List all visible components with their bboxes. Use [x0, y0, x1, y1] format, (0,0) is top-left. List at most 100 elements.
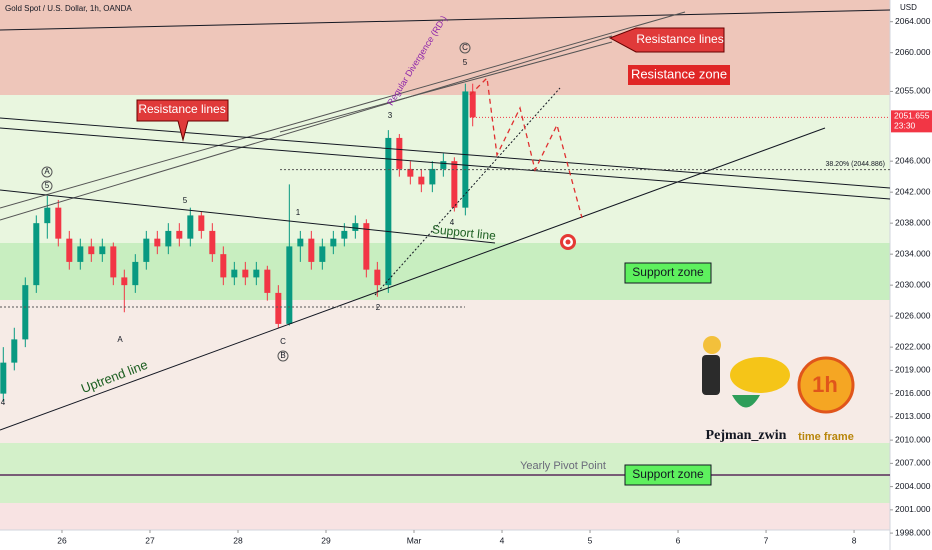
callout — [136, 99, 229, 142]
wave-circle — [277, 350, 289, 362]
candle-body — [154, 238, 161, 247]
candle-body — [275, 292, 282, 324]
candle-body — [33, 223, 40, 286]
trend-line — [0, 35, 613, 221]
resistance-line — [0, 117, 891, 189]
candle-body — [88, 246, 95, 255]
resistance-zone-band — [0, 0, 890, 95]
candle-body — [396, 137, 403, 169]
candle-body — [187, 215, 194, 239]
candle-body — [55, 207, 62, 239]
candle-body — [0, 362, 7, 394]
x-tick-label: 7 — [764, 535, 769, 545]
candle-body — [143, 238, 150, 262]
y-tick-label: 2004.000 — [895, 481, 931, 491]
x-tick-label: 8 — [852, 535, 857, 545]
waves: A 5 5 A C B 1 2 3 4 5 C 4 — [1, 42, 471, 407]
zone-label: Resistance zone — [631, 66, 727, 81]
candle-body — [110, 246, 117, 278]
wave-label: 4 — [1, 398, 6, 407]
y-tick-label: 1998.000 — [895, 527, 931, 537]
projection — [469, 76, 583, 219]
y-tick-label: 2042.000 — [895, 186, 931, 196]
zone-label: Support zone — [632, 265, 704, 279]
x-tick-label: 27 — [145, 535, 155, 545]
zone-label-box — [624, 464, 712, 486]
y-tick-label: 2055.000 — [895, 86, 931, 96]
candles — [0, 83, 476, 402]
zone-label-box — [624, 262, 712, 284]
y-tick-label: 2030.000 — [895, 279, 931, 289]
logo-badge — [797, 356, 855, 414]
time-axis — [0, 530, 890, 550]
zone-label: Support zone — [632, 467, 704, 481]
wave-label: 1 — [296, 208, 301, 217]
resistance-line — [0, 127, 891, 200]
candle-body — [198, 215, 205, 231]
y-tick-label: 2010.000 — [895, 434, 931, 444]
wave-label: 2 — [376, 303, 381, 312]
logo-badge-text: 1h — [812, 372, 838, 397]
x-tick-label: Mar — [407, 535, 422, 545]
zone-label-box — [628, 65, 730, 85]
lower-band — [0, 503, 890, 530]
wave-label: C — [280, 337, 286, 346]
author: Pejman_zwin — [706, 428, 787, 443]
x-tick-label: 26 — [57, 535, 67, 545]
wave-label: C — [462, 43, 468, 52]
wave-circle — [459, 42, 471, 54]
candle-body — [44, 207, 51, 224]
drawings — [0, 9, 891, 476]
candle-body — [451, 161, 458, 208]
fib-label: 38.20% (2044.886) — [825, 161, 885, 168]
trend-line — [0, 11, 686, 209]
x-tick-label: 28 — [233, 535, 243, 545]
neutral-band — [0, 95, 890, 243]
pivot-label: Yearly Pivot Point — [520, 460, 606, 472]
y-tick-label: 2022.000 — [895, 341, 931, 351]
wave-label: 5 — [45, 181, 50, 190]
candle-body — [66, 238, 73, 262]
x-tick-label: 6 — [676, 535, 681, 545]
candle-body — [440, 161, 447, 169]
candle-body — [242, 269, 249, 278]
wave-label: B — [280, 351, 285, 360]
candle-body — [341, 230, 348, 239]
support-line-label: Support line — [431, 222, 496, 243]
candle-body — [99, 246, 106, 255]
wave-circle — [41, 180, 53, 192]
logo-head — [703, 336, 721, 354]
callout-text: Resistance lines — [138, 102, 225, 116]
logo-body — [702, 355, 720, 395]
y-tick-label: 2016.000 — [895, 388, 931, 398]
candle-body — [286, 246, 293, 324]
y-tick-label: 2034.000 — [895, 248, 931, 258]
candle-body — [231, 269, 238, 278]
logo-gold — [730, 357, 790, 393]
y-tick-label: 2013.000 — [895, 411, 931, 421]
y-tick-label: 2001.000 — [895, 504, 931, 514]
candle-body — [330, 238, 337, 247]
chart-title: Gold Spot / U.S. Dollar, 1h, OANDA — [5, 4, 132, 13]
candle-body — [132, 261, 139, 286]
y-tick-label: 2026.000 — [895, 310, 931, 320]
candle-body — [352, 223, 359, 231]
wave-label: A — [44, 167, 50, 176]
countdown: 23:30 — [894, 121, 916, 131]
callout — [608, 27, 725, 53]
logo-cup — [732, 395, 760, 408]
candle-body — [374, 269, 381, 286]
y-tick-label: 2046.000 — [895, 155, 931, 165]
y-tick-label: 2060.000 — [895, 47, 931, 57]
candle-body — [462, 91, 469, 208]
candle-body — [308, 238, 315, 262]
candle-body — [165, 230, 172, 247]
candle-body — [209, 230, 216, 255]
callout-text: Resistance lines — [636, 32, 723, 46]
y-tick-label: 2019.000 — [895, 365, 931, 375]
candle-body — [11, 339, 18, 363]
candle-body — [429, 168, 436, 185]
x-tick-label: 29 — [321, 535, 331, 545]
last-price-box — [891, 110, 932, 133]
